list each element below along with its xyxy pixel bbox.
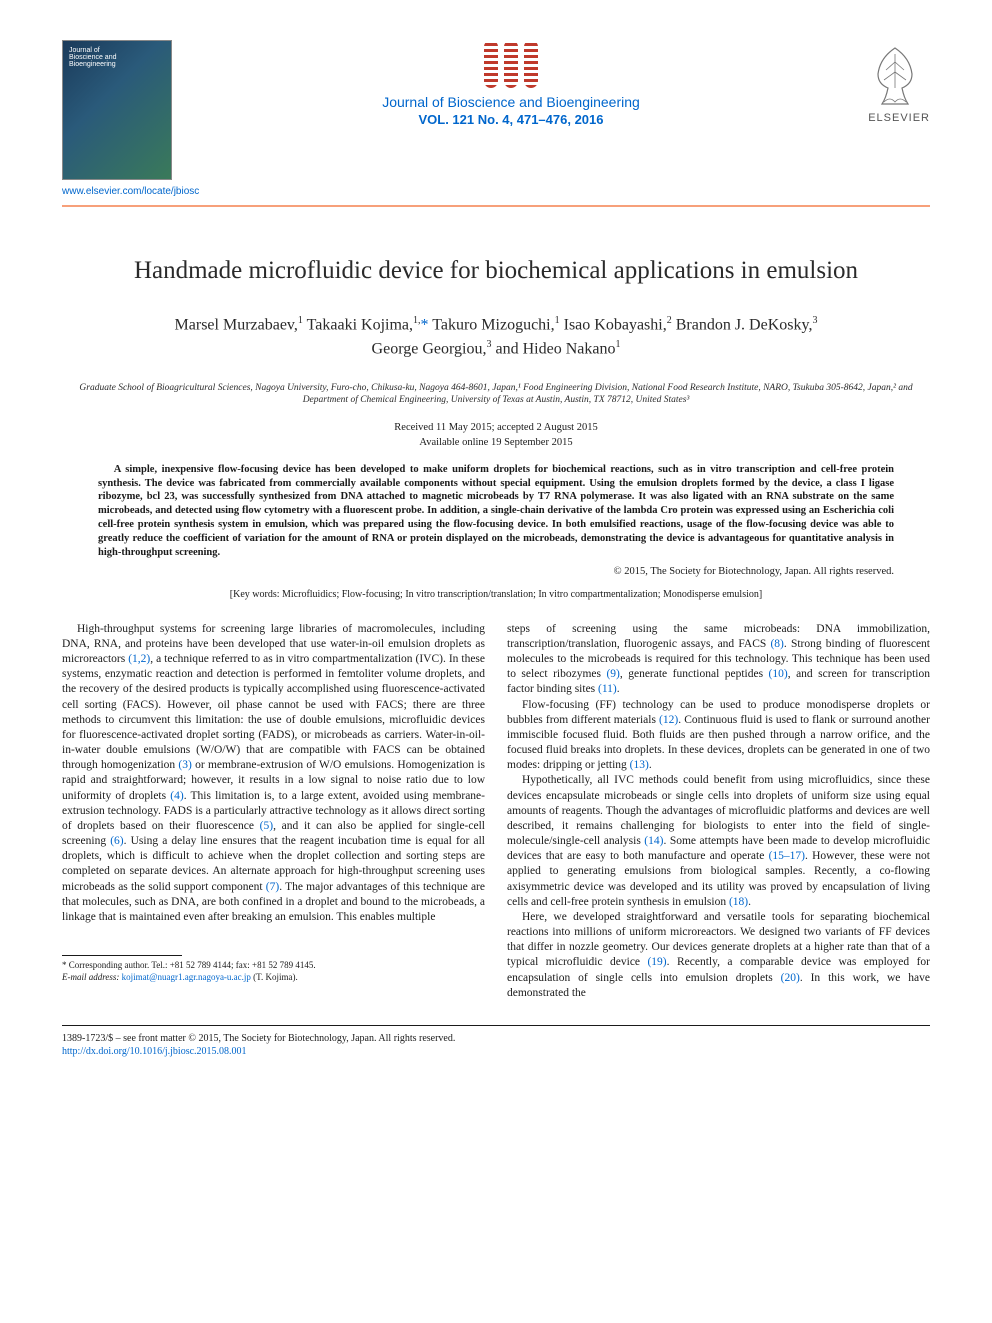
journal-volume-issue: VOL. 121 No. 4, 471–476, 2016 [202, 112, 820, 127]
elsevier-tree-icon [860, 40, 930, 110]
citation-link[interactable]: (11) [598, 683, 617, 695]
body-paragraph: High-throughput systems for screening la… [62, 622, 485, 925]
corresponding-author-footnote: * Corresponding author. Tel.: +81 52 789… [62, 960, 485, 983]
email-attribution: (T. Kojima). [251, 972, 298, 982]
citation-link[interactable]: (3) [178, 759, 191, 771]
article-body: High-throughput systems for screening la… [62, 622, 930, 1001]
issn-front-matter: 1389-1723/$ – see front matter © 2015, T… [62, 1032, 930, 1046]
citation-link[interactable]: (19) [647, 956, 666, 968]
journal-masthead: Journal of Bioscience and Bioengineering… [182, 40, 840, 127]
page-footer: 1389-1723/$ – see front matter © 2015, T… [62, 1032, 930, 1059]
citation-link[interactable]: (10) [769, 668, 788, 680]
corresponding-email-link[interactable]: kojimat@nuagr1.agr.nagoya-u.ac.jp [122, 972, 251, 982]
publisher-block: ELSEVIER [840, 40, 930, 124]
copyright-line: © 2015, The Society for Biotechnology, J… [62, 566, 930, 577]
journal-cover-image [62, 40, 172, 180]
citation-link[interactable]: (15–17) [769, 850, 805, 862]
journal-logo-icon [484, 40, 538, 88]
citation-link[interactable]: (12) [659, 714, 678, 726]
journal-name: Journal of Bioscience and Bioengineering [202, 94, 820, 110]
abstract-block: A simple, inexpensive flow-focusing devi… [62, 463, 930, 560]
citation-link[interactable]: (1,2) [128, 653, 150, 665]
citation-link[interactable]: (18) [729, 896, 748, 908]
email-label: E-mail address: [62, 972, 122, 982]
page-header: www.elsevier.com/locate/jbiosc Journal o… [62, 40, 930, 197]
citation-link[interactable]: (14) [644, 835, 663, 847]
body-paragraph: steps of screening using the same microb… [507, 622, 930, 698]
keywords: [Key words: Microfluidics; Flow-focusing… [62, 589, 930, 600]
citation-link[interactable]: (6) [110, 835, 123, 847]
abstract-text: A simple, inexpensive flow-focusing devi… [98, 463, 894, 560]
citation-link[interactable]: (20) [781, 972, 800, 984]
citation-link[interactable]: (13) [630, 759, 649, 771]
footnote-rule [62, 955, 182, 956]
citation-link[interactable]: (8) [770, 638, 783, 650]
citation-link[interactable]: (9) [606, 668, 619, 680]
affiliations: Graduate School of Bioagricultural Scien… [62, 382, 930, 408]
header-rule [62, 205, 930, 207]
footer-rule [62, 1025, 930, 1026]
author-list: Marsel Murzabaev,1 Takaaki Kojima,1,* Ta… [62, 313, 930, 362]
corresponding-tel-fax: * Corresponding author. Tel.: +81 52 789… [62, 960, 485, 972]
body-paragraph: Flow-focusing (FF) technology can be use… [507, 698, 930, 774]
journal-cover-block: www.elsevier.com/locate/jbiosc [62, 40, 182, 197]
body-paragraph: Hypothetically, all IVC methods could be… [507, 773, 930, 910]
publisher-name: ELSEVIER [840, 112, 930, 124]
article-title: Handmade microfluidic device for biochem… [62, 257, 930, 285]
citation-link[interactable]: (5) [260, 820, 273, 832]
available-online: Available online 19 September 2015 [419, 437, 572, 448]
citation-link[interactable]: (4) [170, 790, 183, 802]
article-dates: Received 11 May 2015; accepted 2 August … [62, 421, 930, 450]
doi-link[interactable]: http://dx.doi.org/10.1016/j.jbiosc.2015.… [62, 1046, 247, 1057]
locate-link[interactable]: www.elsevier.com/locate/jbiosc [62, 186, 182, 197]
received-accepted: Received 11 May 2015; accepted 2 August … [394, 422, 597, 433]
citation-link[interactable]: (7) [266, 881, 279, 893]
body-paragraph: Here, we developed straightforward and v… [507, 910, 930, 1001]
